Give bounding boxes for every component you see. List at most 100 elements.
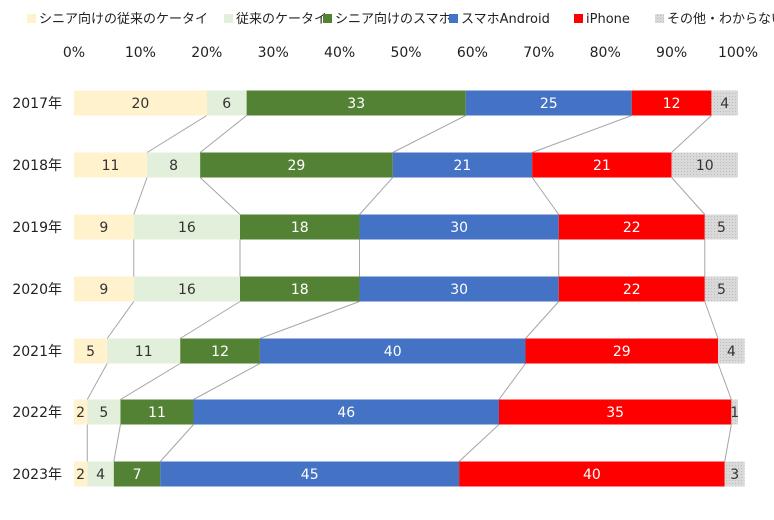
- x-tick-label: 20%: [191, 45, 222, 61]
- x-tick-label: 60%: [457, 45, 488, 61]
- x-axis-tick-labels: 0% 10% 20% 30% 40% 50% 60% 70% 80% 90% 100%: [63, 45, 758, 61]
- bar-value-label: 11: [102, 158, 120, 174]
- series-line: [359, 177, 394, 215]
- bar-segment: [558, 276, 705, 302]
- legend-swatch: [655, 14, 664, 23]
- bar-value-label: 45: [301, 467, 319, 483]
- series-line: [531, 115, 632, 153]
- series-line: [458, 424, 500, 462]
- bar-value-label: 4: [96, 467, 105, 483]
- bar-value-label: 18: [291, 282, 309, 298]
- legend-label: シニア向けの従来のケータイ: [39, 11, 208, 27]
- bar-segment: [120, 399, 194, 425]
- bar-segment: [74, 152, 148, 178]
- bar-value-label: 33: [347, 96, 365, 112]
- bar-segment: [704, 214, 738, 240]
- bar-value-label: 5: [99, 405, 108, 421]
- x-tick-label: 30%: [258, 45, 289, 61]
- series-line: [86, 363, 108, 400]
- bar-value-label: 16: [178, 282, 196, 298]
- bar-value-label: 5: [717, 282, 726, 298]
- bar-segment: [240, 276, 360, 302]
- bar-segment: [246, 90, 466, 116]
- bar-value-label: 4: [727, 344, 736, 360]
- legend-label: その他・わからない: [667, 12, 774, 27]
- bar-value-label: 40: [583, 467, 601, 483]
- bar-segment: [465, 90, 632, 116]
- bar-value-label: 18: [291, 220, 309, 236]
- bar-segment: [147, 152, 201, 178]
- bar-value-label: 21: [593, 158, 611, 174]
- category-label: 2022年: [12, 405, 62, 421]
- series-line: [525, 301, 560, 339]
- legend-label: iPhone: [586, 12, 630, 27]
- legend-swatch: [224, 14, 233, 23]
- series-line: [113, 424, 121, 462]
- bar-value-label: 3: [730, 467, 739, 483]
- bar-value-label: 11: [135, 344, 153, 360]
- bar-value-label: 40: [384, 344, 402, 360]
- legend-swatch: [323, 14, 332, 23]
- legend-swatch: [574, 14, 583, 23]
- bar-value-label: 11: [148, 405, 166, 421]
- bar-segment: [133, 276, 240, 302]
- bar-value-label: 22: [623, 220, 641, 236]
- bar-value-label: 5: [717, 220, 726, 236]
- category-label: 2018年: [12, 158, 62, 174]
- series-line: [717, 363, 732, 400]
- bar-value-label: 29: [613, 344, 631, 360]
- bar-value-label: 25: [540, 96, 558, 112]
- bar-value-label: 10: [696, 158, 714, 174]
- bar-segment: [200, 152, 393, 178]
- bar-value-label: 6: [222, 96, 231, 112]
- series-line: [133, 177, 148, 215]
- series-line: [671, 115, 712, 153]
- bars: 20 6 33 25 12 411 8 29 21 21 109 16 18 30 22 59 16 18 30 22…: [74, 90, 745, 487]
- bar-segment: [206, 90, 247, 116]
- bar-value-label: 30: [450, 282, 468, 298]
- series-line: [120, 363, 181, 400]
- series-line: [671, 177, 706, 215]
- bar-value-label: 35: [606, 405, 624, 421]
- bar-segment: [459, 461, 725, 487]
- series-line: [179, 301, 241, 339]
- x-tick-label: 40%: [324, 45, 355, 61]
- bar-segment: [74, 338, 108, 364]
- x-tick-label: 70%: [523, 45, 554, 61]
- bar-segment: [74, 90, 207, 116]
- bar-value-label: 8: [169, 158, 178, 174]
- bar-segment: [240, 214, 360, 240]
- series-line: [199, 115, 247, 153]
- series-line: [159, 424, 194, 462]
- legend-label: 従来のケータイ: [236, 12, 327, 27]
- bar-segment: [704, 276, 738, 302]
- bar-segment: [87, 461, 114, 487]
- legend: シニア向けの従来のケータイ 従来のケータイ シニア向けのスマホ スマホAndroid i…: [27, 11, 774, 27]
- series-line: [199, 177, 241, 215]
- bar-segment: [631, 90, 712, 116]
- x-tick-label: 0%: [63, 45, 85, 61]
- category-labels: 2017年 2018年 2019年 2020年 2021年 2022年 2023年: [12, 96, 62, 483]
- series-line: [704, 301, 719, 339]
- bar-value-label: 16: [178, 220, 196, 236]
- bar-segment: [87, 399, 121, 425]
- x-tick-label: 80%: [590, 45, 621, 61]
- bar-segment: [711, 90, 738, 116]
- category-label: 2023年: [12, 467, 62, 483]
- bar-segment: [392, 152, 533, 178]
- series-line: [106, 301, 135, 339]
- bar-segment: [133, 214, 240, 240]
- series-line: [498, 363, 526, 400]
- x-tick-label: 100%: [718, 45, 758, 61]
- category-label: 2017年: [12, 96, 62, 112]
- series-line: [724, 424, 732, 462]
- bar-value-label: 12: [663, 96, 681, 112]
- bar-segment: [160, 461, 460, 487]
- bar-value-label: 5: [86, 344, 95, 360]
- bar-value-label: 9: [99, 220, 108, 236]
- bar-segment: [113, 461, 161, 487]
- legend-swatch: [449, 14, 458, 23]
- bar-value-label: 7: [133, 467, 142, 483]
- category-label: 2019年: [12, 220, 62, 236]
